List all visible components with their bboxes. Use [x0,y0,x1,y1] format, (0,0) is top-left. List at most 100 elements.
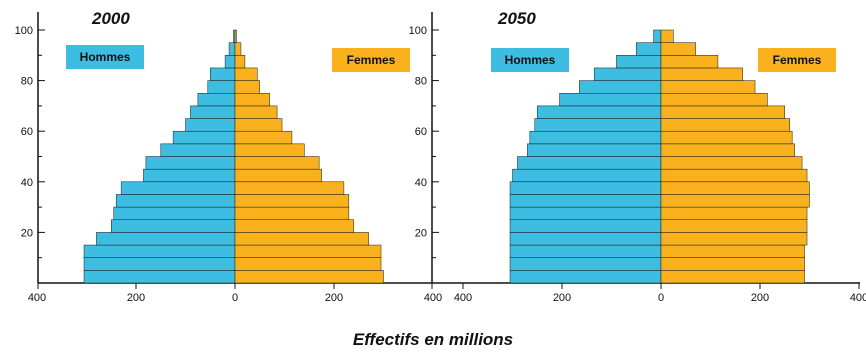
bar-hommes-65-69 [537,105,662,119]
bar-femmes-60-64 [660,118,790,132]
bar-femmes-60-64 [234,118,283,132]
bar-hommes-45-49 [145,156,236,170]
legend-swatch-femmes [758,48,836,72]
bar-femmes-0-4 [234,270,384,284]
bar-hommes-90-94 [228,42,236,56]
bar-hommes-25-29 [113,206,236,221]
bar-femmes-25-29 [234,206,350,221]
bar-femmes-5-9 [234,257,382,271]
bar-femmes-50-54 [660,143,795,157]
y-tick-label: 100 [409,25,427,37]
x-tick-label: 400 [424,292,442,304]
y-tick-label: 20 [21,227,33,239]
bar-hommes-70-74 [559,93,662,107]
bar-femmes-0-4 [660,270,805,284]
bar-hommes-70-74 [197,93,236,107]
bar-hommes-80-84 [210,67,236,81]
bar-hommes-20-24 [111,219,236,233]
y-tick-label: 20 [415,227,427,239]
bar-hommes-30-34 [509,194,662,208]
bar-femmes-55-59 [234,130,293,145]
bar-hommes-50-54 [160,143,236,157]
bar-hommes-60-64 [185,118,236,132]
x-axis-title: Effectifs en millions [352,330,514,349]
bar-hommes-55-59 [172,130,236,145]
bar-hommes-85-89 [224,55,236,69]
bar-hommes-90-94 [636,42,662,56]
x-tick-label: 200 [325,292,343,304]
pyramid-panel-2050: 20 40 60 80 100 400 200 0 200 400 2050 Hommes Femmes [409,9,866,304]
bar-femmes-95-99 [234,29,237,43]
bar-hommes-0-4 [509,270,662,284]
x-tick-label: 400 [454,292,472,304]
bar-hommes-0-4 [83,270,236,284]
x-tick-label: 0 [658,292,664,304]
bar-hommes-35-39 [509,181,662,195]
bar-hommes-10-14 [83,244,236,258]
bar-femmes-10-14 [234,244,382,258]
bar-femmes-40-44 [234,168,322,183]
legend-label-femmes: Femmes [773,53,822,67]
bar-hommes-25-29 [509,206,662,221]
bar-femmes-10-14 [660,244,805,258]
bar-hommes-15-19 [96,232,236,246]
bar-femmes-30-34 [234,194,350,208]
bar-hommes-5-9 [83,257,236,271]
bar-femmes-35-39 [660,181,810,195]
bar-hommes-65-69 [190,105,236,119]
bar-femmes-30-34 [660,194,810,208]
bar-femmes-15-19 [660,232,808,246]
bar-hommes-20-24 [509,219,662,233]
y-tick-label: 100 [15,25,33,37]
bar-femmes-20-24 [234,219,355,233]
bar-hommes-5-9 [509,257,662,271]
legend-label-hommes: Hommes [505,53,556,67]
x-tick-label: 200 [553,292,571,304]
bar-femmes-35-39 [234,181,345,195]
bar-hommes-95-99 [653,29,662,43]
bar-femmes-80-84 [234,67,258,81]
bar-femmes-65-69 [660,105,785,119]
x-tick-label: 400 [28,292,46,304]
y-tick-label: 80 [21,76,33,88]
bar-femmes-25-29 [660,206,808,221]
bar-hommes-10-14 [509,244,662,258]
bar-femmes-5-9 [660,257,805,271]
bar-femmes-95-99 [660,29,674,43]
bar-hommes-40-44 [143,168,236,183]
bar-femmes-45-49 [234,156,320,170]
y-tick-label: 40 [415,177,427,189]
bar-femmes-70-74 [234,93,270,107]
bar-femmes-55-59 [660,130,793,145]
bar-femmes-70-74 [660,93,768,107]
bar-femmes-50-54 [234,143,305,157]
legend-label-femmes: Femmes [347,53,396,67]
bar-femmes-75-79 [234,80,260,94]
bar-femmes-90-94 [660,42,696,56]
bar-hommes-35-39 [120,181,236,195]
y-tick-label: 40 [21,177,33,189]
bar-femmes-45-49 [660,156,803,170]
y-tick-label: 60 [21,126,33,138]
bar-femmes-80-84 [660,67,743,81]
bar-hommes-75-79 [207,80,236,94]
bar-femmes-15-19 [234,232,369,246]
legend-swatch-femmes [332,48,410,72]
bar-hommes-30-34 [115,194,236,208]
bar-femmes-20-24 [660,219,808,233]
bar-hommes-50-54 [527,143,662,157]
x-tick-label: 200 [751,292,769,304]
bar-hommes-55-59 [529,130,662,145]
bar-femmes-65-69 [234,105,278,119]
bar-femmes-75-79 [660,80,756,94]
panel-title: 2050 [497,9,536,28]
bar-hommes-40-44 [512,168,662,183]
bar-hommes-45-49 [517,156,662,170]
bar-hommes-60-64 [534,118,662,132]
bar-hommes-80-84 [593,67,662,81]
legend-swatch-hommes [491,48,569,72]
bar-hommes-85-89 [616,55,662,69]
bar-femmes-85-89 [660,55,719,69]
